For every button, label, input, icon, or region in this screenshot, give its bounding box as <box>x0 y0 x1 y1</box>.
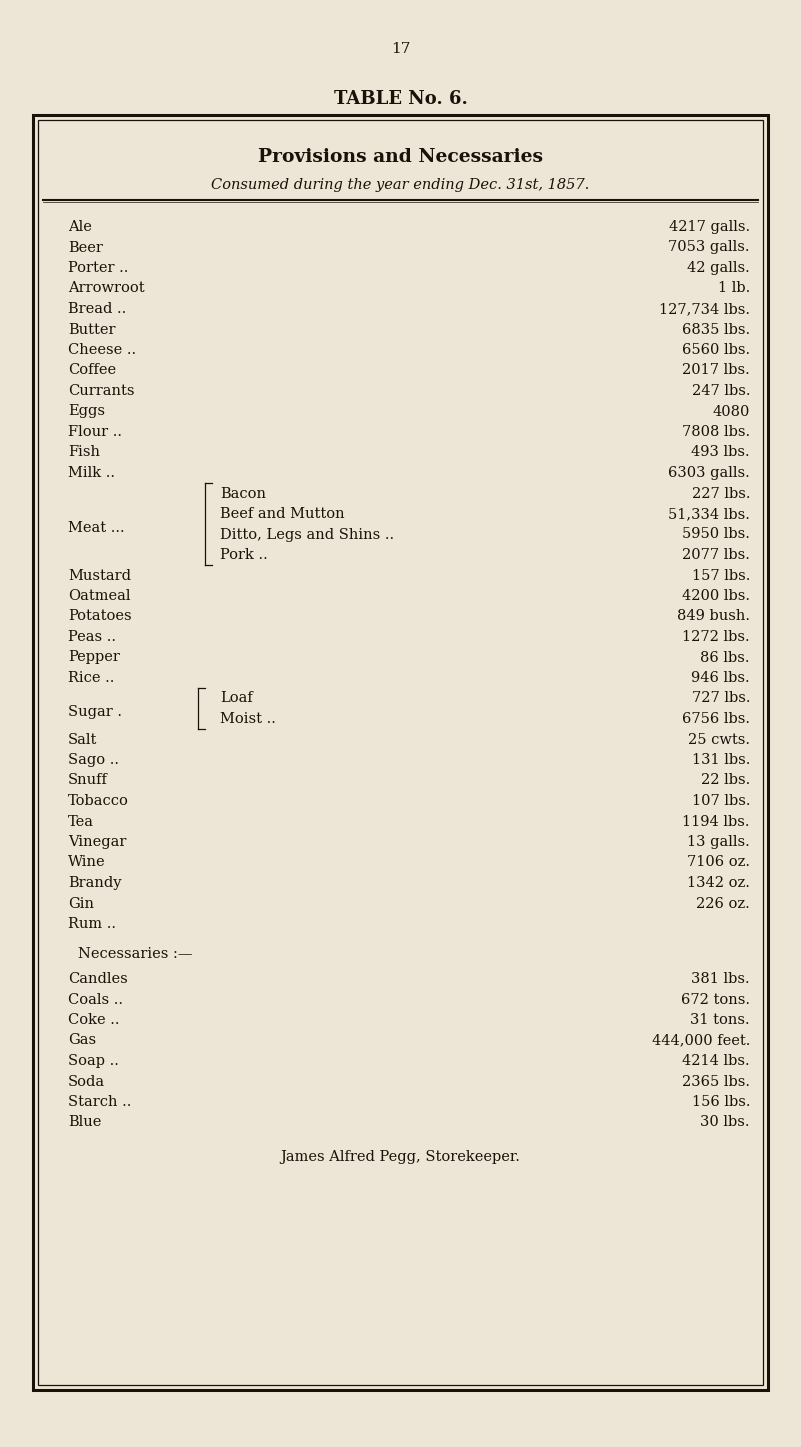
Text: 107 lbs.: 107 lbs. <box>691 794 750 807</box>
Text: Candles: Candles <box>68 972 127 985</box>
Text: Consumed during the year ending Dec. 31st, 1857.: Consumed during the year ending Dec. 31s… <box>211 178 590 192</box>
Text: 1342 oz.: 1342 oz. <box>687 875 750 890</box>
Text: Pork ..: Pork .. <box>220 548 268 561</box>
Text: 727 lbs.: 727 lbs. <box>691 692 750 706</box>
Text: Soap ..: Soap .. <box>68 1053 119 1068</box>
Text: 247 lbs.: 247 lbs. <box>691 383 750 398</box>
Text: Coals ..: Coals .. <box>68 993 123 1007</box>
Text: Rum ..: Rum .. <box>68 917 116 930</box>
Text: Currants: Currants <box>68 383 135 398</box>
Text: 30 lbs.: 30 lbs. <box>701 1116 750 1130</box>
Text: Starch ..: Starch .. <box>68 1095 131 1108</box>
Text: Wine: Wine <box>68 855 106 870</box>
Text: Beef and Mutton: Beef and Mutton <box>220 506 344 521</box>
Text: 227 lbs.: 227 lbs. <box>691 486 750 501</box>
Text: Coffee: Coffee <box>68 363 116 378</box>
Text: Soda: Soda <box>68 1075 105 1088</box>
Text: Mustard: Mustard <box>68 569 131 583</box>
Text: 4214 lbs.: 4214 lbs. <box>682 1053 750 1068</box>
Text: 13 galls.: 13 galls. <box>687 835 750 849</box>
Text: 226 oz.: 226 oz. <box>696 897 750 910</box>
Text: Sago ..: Sago .. <box>68 752 119 767</box>
Text: 672 tons.: 672 tons. <box>681 993 750 1007</box>
Text: Salt: Salt <box>68 732 98 747</box>
Text: 7106 oz.: 7106 oz. <box>687 855 750 870</box>
Text: Fish: Fish <box>68 446 100 460</box>
Text: 42 galls.: 42 galls. <box>687 260 750 275</box>
Text: Bread ..: Bread .. <box>68 302 127 315</box>
Text: 2017 lbs.: 2017 lbs. <box>682 363 750 378</box>
Bar <box>33 114 768 1391</box>
Text: 127,734 lbs.: 127,734 lbs. <box>659 302 750 315</box>
Text: Peas ..: Peas .. <box>68 629 116 644</box>
Text: 156 lbs.: 156 lbs. <box>691 1095 750 1108</box>
Text: Vinegar: Vinegar <box>68 835 127 849</box>
Text: Cheese ..: Cheese .. <box>68 343 136 357</box>
Text: Snuff: Snuff <box>68 774 108 787</box>
Text: 131 lbs.: 131 lbs. <box>691 752 750 767</box>
Text: 4217 galls.: 4217 galls. <box>669 220 750 234</box>
Text: 4080: 4080 <box>713 405 750 418</box>
Text: Rice ..: Rice .. <box>68 671 115 684</box>
Text: 86 lbs.: 86 lbs. <box>701 651 750 664</box>
Text: 849 bush.: 849 bush. <box>677 609 750 624</box>
Text: 51,334 lbs.: 51,334 lbs. <box>668 506 750 521</box>
Text: 22 lbs.: 22 lbs. <box>701 774 750 787</box>
Text: 7053 galls.: 7053 galls. <box>669 240 750 255</box>
Text: Bacon: Bacon <box>220 486 266 501</box>
Text: 1194 lbs.: 1194 lbs. <box>682 815 750 829</box>
Text: Oatmeal: Oatmeal <box>68 589 131 603</box>
Text: 381 lbs.: 381 lbs. <box>691 972 750 985</box>
Text: Ditto, Legs and Shins ..: Ditto, Legs and Shins .. <box>220 528 394 541</box>
Text: Tobacco: Tobacco <box>68 794 129 807</box>
Text: 6303 galls.: 6303 galls. <box>668 466 750 480</box>
Text: 7808 lbs.: 7808 lbs. <box>682 425 750 438</box>
Text: 17: 17 <box>391 42 410 56</box>
Text: 6835 lbs.: 6835 lbs. <box>682 323 750 337</box>
Text: Potatoes: Potatoes <box>68 609 131 624</box>
Text: Tea: Tea <box>68 815 94 829</box>
Text: 2077 lbs.: 2077 lbs. <box>682 548 750 561</box>
Text: James Alfred Pegg, Storekeeper.: James Alfred Pegg, Storekeeper. <box>280 1150 521 1163</box>
Text: Ale: Ale <box>68 220 92 234</box>
Text: Pepper: Pepper <box>68 651 120 664</box>
Text: 6560 lbs.: 6560 lbs. <box>682 343 750 357</box>
Text: Porter ..: Porter .. <box>68 260 128 275</box>
Text: Milk ..: Milk .. <box>68 466 115 480</box>
Text: 2365 lbs.: 2365 lbs. <box>682 1075 750 1088</box>
Text: Brandy: Brandy <box>68 875 122 890</box>
Text: Arrowroot: Arrowroot <box>68 282 145 295</box>
Text: Moist ..: Moist .. <box>220 712 276 726</box>
Text: Flour ..: Flour .. <box>68 425 122 438</box>
Text: Beer: Beer <box>68 240 103 255</box>
Text: Blue: Blue <box>68 1116 102 1130</box>
Text: 1 lb.: 1 lb. <box>718 282 750 295</box>
Text: 25 cwts.: 25 cwts. <box>688 732 750 747</box>
Text: Loaf: Loaf <box>220 692 253 706</box>
Text: Provisions and Necessaries: Provisions and Necessaries <box>258 148 543 166</box>
Text: Necessaries :—: Necessaries :— <box>78 948 192 961</box>
Text: Eggs: Eggs <box>68 405 105 418</box>
Text: 946 lbs.: 946 lbs. <box>691 671 750 684</box>
Text: 493 lbs.: 493 lbs. <box>691 446 750 460</box>
Text: Sugar .: Sugar . <box>68 705 122 719</box>
Bar <box>38 120 763 1385</box>
Text: 5950 lbs.: 5950 lbs. <box>682 528 750 541</box>
Text: 31 tons.: 31 tons. <box>690 1013 750 1027</box>
Text: Coke ..: Coke .. <box>68 1013 119 1027</box>
Text: Butter: Butter <box>68 323 115 337</box>
Text: 4200 lbs.: 4200 lbs. <box>682 589 750 603</box>
Text: 6756 lbs.: 6756 lbs. <box>682 712 750 726</box>
Text: 1272 lbs.: 1272 lbs. <box>682 629 750 644</box>
Text: Meat ...: Meat ... <box>68 521 125 534</box>
Text: Gin: Gin <box>68 897 94 910</box>
Text: Gas: Gas <box>68 1033 96 1048</box>
Text: TABLE No. 6.: TABLE No. 6. <box>333 90 468 109</box>
Text: 157 lbs.: 157 lbs. <box>691 569 750 583</box>
Text: 444,000 feet.: 444,000 feet. <box>652 1033 750 1048</box>
